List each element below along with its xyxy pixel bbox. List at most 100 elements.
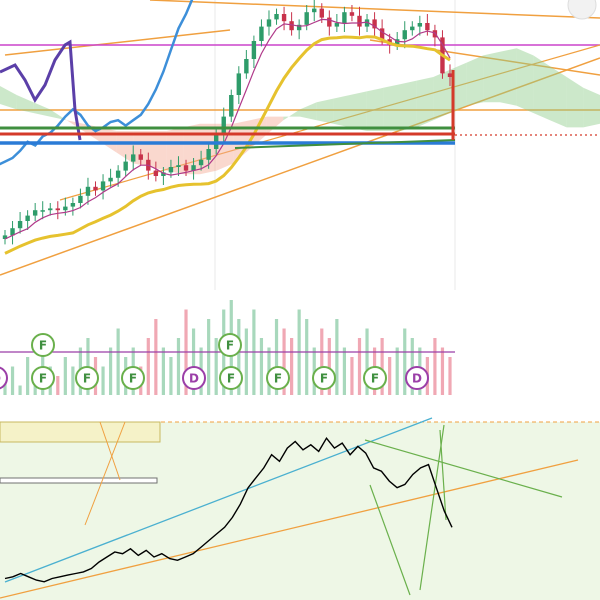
candle-body <box>372 19 377 29</box>
cloud-segment <box>133 131 150 167</box>
volume-bar <box>146 338 150 395</box>
candle-body <box>379 28 385 40</box>
volume-bar <box>18 385 22 395</box>
trendline-top-2 <box>4 29 231 56</box>
grey-box <box>0 477 158 484</box>
candle-body <box>85 186 91 196</box>
menu-button-circle[interactable] <box>567 0 597 20</box>
volume-bar <box>320 328 324 395</box>
candle-body <box>364 19 370 27</box>
badge-label: F <box>371 372 379 386</box>
oscillator-bg <box>0 422 600 600</box>
candle-body <box>206 149 211 160</box>
price-panel <box>0 0 600 290</box>
cloud-segment <box>433 69 450 121</box>
green-line-1 <box>364 439 563 498</box>
volume-bar <box>282 328 286 395</box>
green-line-2 <box>369 484 411 596</box>
green-line-4 <box>439 429 447 521</box>
cloud-segment <box>33 102 50 117</box>
volume-bar <box>176 338 181 395</box>
candle-body <box>342 12 347 23</box>
candle-body <box>221 116 226 135</box>
candle-body <box>191 165 196 171</box>
candle-body <box>251 41 257 59</box>
badge-circle <box>218 333 242 357</box>
candle-body <box>327 17 332 27</box>
candle-body <box>334 23 340 27</box>
rising-trendline <box>0 57 600 276</box>
candle-body <box>425 23 430 31</box>
volume-bar <box>169 357 173 395</box>
badge-circle <box>182 366 206 390</box>
candle-body <box>131 154 136 162</box>
badge-label: F <box>226 339 234 353</box>
volume-bar <box>214 338 218 395</box>
candle-body <box>447 73 453 77</box>
candle-body <box>289 21 294 31</box>
candle-body <box>153 170 159 176</box>
volume-bar <box>274 319 279 395</box>
volume-bar <box>365 328 369 395</box>
candle-body <box>138 154 143 160</box>
candle-body <box>410 26 415 31</box>
volume-bar <box>161 347 165 395</box>
volume-bar <box>395 347 399 395</box>
candle-body <box>312 8 317 13</box>
candle-body <box>48 208 53 211</box>
candle-body <box>168 167 174 173</box>
cloud-segment <box>333 95 350 128</box>
badge-label: F <box>83 372 91 386</box>
candle-body <box>281 14 287 22</box>
candle-body <box>63 206 68 211</box>
cloud-segment <box>366 87 384 131</box>
badge-circle <box>31 333 55 357</box>
volume-bar <box>56 376 60 395</box>
badge-circle <box>405 366 429 390</box>
candle-body <box>304 12 309 25</box>
cloud-segment <box>0 86 17 110</box>
cloud-segment <box>283 109 300 121</box>
volume-bar <box>207 319 211 395</box>
volume-bar <box>259 338 264 395</box>
badge-label: D <box>412 372 422 386</box>
cross-line-2 <box>84 421 126 526</box>
candle-body <box>417 23 423 27</box>
cloud-segment <box>116 131 134 164</box>
badge-label: F <box>227 372 235 386</box>
candle-body <box>2 235 8 239</box>
volume-bar <box>101 366 105 395</box>
volume-bar <box>403 328 407 395</box>
candle-body <box>357 15 362 27</box>
yellow-box <box>0 421 161 443</box>
volume-bar <box>26 357 30 395</box>
cloud-segment <box>550 66 567 128</box>
candle-body <box>259 26 264 41</box>
candle-body <box>319 8 324 18</box>
candle-body <box>78 195 83 203</box>
cloud-segment <box>383 84 400 131</box>
cloud-segment <box>150 131 167 171</box>
cloud-segment <box>300 102 317 121</box>
badge-label: F <box>320 372 328 386</box>
candle-body <box>266 19 272 27</box>
volume-bar <box>116 328 120 395</box>
ma-band-green-2 <box>234 139 456 149</box>
badge-circle <box>0 366 8 390</box>
event-badges: F F D F F F D F F F F D <box>0 333 429 390</box>
volume-bar <box>335 319 339 395</box>
oscillator-line <box>4 436 453 583</box>
badge-label: F <box>274 372 282 386</box>
green-line-3 <box>419 424 445 591</box>
lagging-span-line <box>0 0 194 166</box>
candle-body <box>244 59 249 74</box>
candle-body <box>93 186 98 191</box>
volume-bar <box>63 357 67 395</box>
volume-bar <box>191 328 196 395</box>
cloud-segment <box>483 51 500 103</box>
volume-bar <box>380 338 384 395</box>
candle-body <box>32 210 38 216</box>
candle-body <box>25 215 30 221</box>
badge-circle <box>266 366 290 390</box>
